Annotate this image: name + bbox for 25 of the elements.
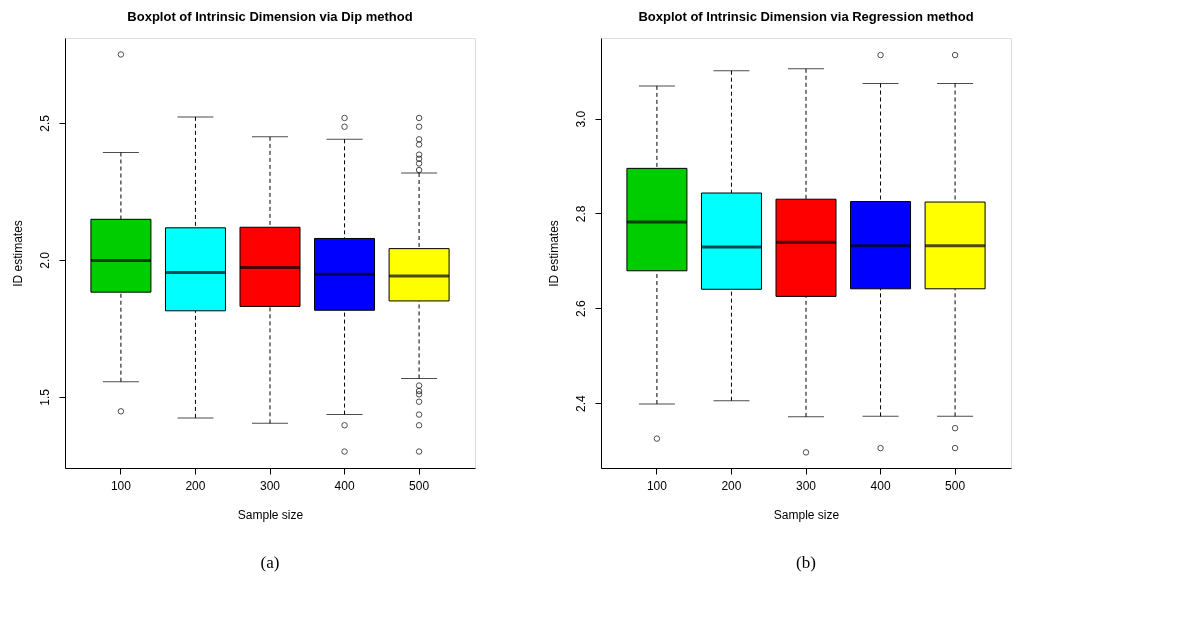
chart-title: Boxplot of Intrinsic Dimension via Regression method [638,9,974,24]
y-tick-label: 2.0 [37,251,52,269]
text: (b) [796,553,816,572]
x-tick-label: 500 [945,478,966,493]
x-tick-label: 400 [870,478,891,493]
y-tick-label: 2.5 [37,114,52,132]
x-tick-label: 200 [185,478,206,493]
x-tick-label: 300 [795,478,817,493]
y-axis-title: ID estimates [10,220,25,287]
y-tick-label: 2.8 [573,205,588,223]
x-axis-title: Sample size [237,507,304,522]
y-axis-title: ID estimates [546,220,561,287]
y-tick-label: 2.4 [573,394,588,412]
chart-title: Boxplot of Intrinsic Dimension via Dip method [127,9,413,24]
text: (a) [260,553,280,572]
x-tick-label: 100 [646,478,668,493]
x-axis-title: Sample size [773,507,840,522]
y-tick-label: 2.6 [573,300,588,318]
x-tick-label: 400 [334,478,355,493]
x-tick-label: 200 [721,478,742,493]
x-tick-label: 300 [259,478,281,493]
y-tick-label: 1.5 [37,388,52,406]
x-tick-label: 500 [409,478,430,493]
y-tick-label: 3.0 [573,110,588,128]
x-tick-label: 100 [110,478,132,493]
